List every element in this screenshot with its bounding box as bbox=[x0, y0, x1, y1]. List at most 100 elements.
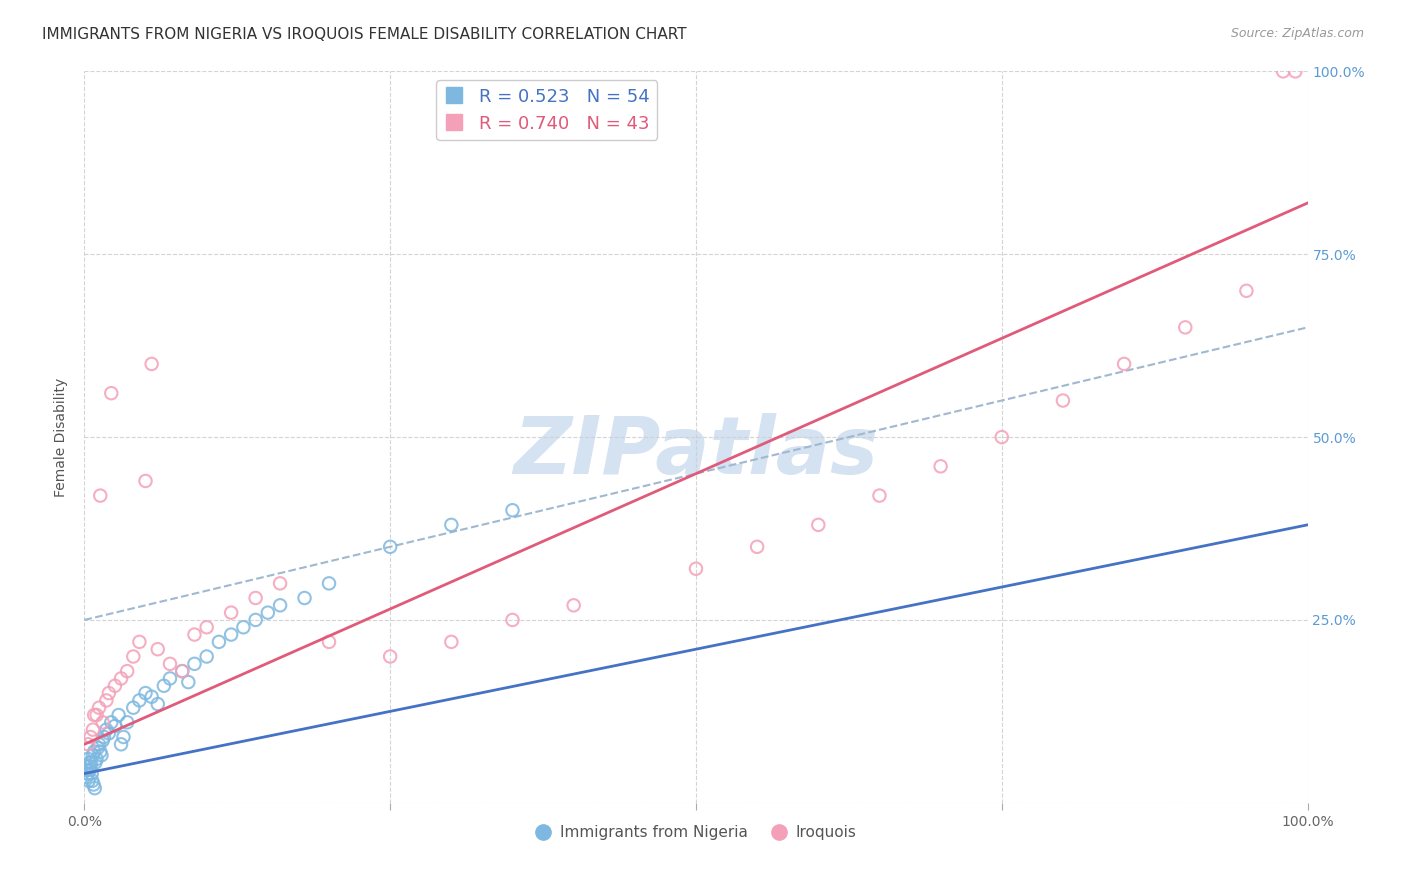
Immigrants from Nigeria bbox=[82, 748, 104, 763]
Immigrants from Nigeria bbox=[440, 517, 463, 532]
Y-axis label: Female Disability: Female Disability bbox=[55, 377, 69, 497]
Iroquois bbox=[97, 686, 120, 700]
Iroquois bbox=[159, 657, 181, 671]
Immigrants from Nigeria bbox=[87, 737, 110, 751]
Iroquois bbox=[82, 723, 104, 737]
Immigrants from Nigeria bbox=[104, 719, 127, 733]
Immigrants from Nigeria bbox=[80, 766, 103, 780]
Iroquois bbox=[440, 635, 463, 649]
Immigrants from Nigeria bbox=[91, 733, 114, 747]
Immigrants from Nigeria bbox=[80, 756, 103, 770]
Iroquois bbox=[1284, 64, 1306, 78]
Iroquois bbox=[172, 664, 194, 678]
Iroquois bbox=[122, 649, 145, 664]
Iroquois bbox=[115, 664, 138, 678]
Immigrants from Nigeria bbox=[97, 726, 120, 740]
Immigrants from Nigeria bbox=[96, 723, 118, 737]
Immigrants from Nigeria bbox=[502, 503, 524, 517]
Immigrants from Nigeria bbox=[76, 766, 98, 780]
Iroquois bbox=[86, 708, 108, 723]
Iroquois bbox=[91, 715, 114, 730]
Immigrants from Nigeria bbox=[83, 745, 105, 759]
Iroquois bbox=[1174, 320, 1197, 334]
Iroquois bbox=[1052, 393, 1074, 408]
Iroquois bbox=[380, 649, 402, 664]
Immigrants from Nigeria bbox=[380, 540, 402, 554]
Immigrants from Nigeria bbox=[86, 752, 108, 766]
Iroquois bbox=[929, 459, 952, 474]
Iroquois bbox=[562, 599, 585, 613]
Immigrants from Nigeria bbox=[122, 700, 145, 714]
Iroquois bbox=[269, 576, 291, 591]
Iroquois bbox=[807, 517, 830, 532]
Immigrants from Nigeria bbox=[83, 778, 105, 792]
Immigrants from Nigeria bbox=[146, 697, 169, 711]
Immigrants from Nigeria bbox=[112, 730, 135, 744]
Iroquois bbox=[1236, 284, 1258, 298]
Immigrants from Nigeria bbox=[100, 715, 122, 730]
Immigrants from Nigeria bbox=[77, 752, 100, 766]
Iroquois bbox=[991, 430, 1014, 444]
Iroquois bbox=[128, 635, 150, 649]
Immigrants from Nigeria bbox=[93, 730, 115, 744]
Iroquois bbox=[83, 708, 105, 723]
Iroquois bbox=[100, 386, 122, 401]
Immigrants from Nigeria bbox=[75, 770, 97, 784]
Immigrants from Nigeria bbox=[77, 756, 100, 770]
Immigrants from Nigeria bbox=[107, 708, 129, 723]
Iroquois bbox=[219, 606, 242, 620]
Immigrants from Nigeria bbox=[153, 679, 176, 693]
Immigrants from Nigeria bbox=[89, 745, 111, 759]
Iroquois bbox=[135, 474, 157, 488]
Immigrants from Nigeria bbox=[177, 675, 200, 690]
Immigrants from Nigeria bbox=[115, 715, 138, 730]
Iroquois bbox=[685, 562, 707, 576]
Immigrants from Nigeria bbox=[245, 613, 267, 627]
Iroquois bbox=[502, 613, 524, 627]
Iroquois bbox=[87, 700, 110, 714]
Immigrants from Nigeria bbox=[183, 657, 205, 671]
Immigrants from Nigeria bbox=[257, 606, 280, 620]
Iroquois bbox=[1114, 357, 1136, 371]
Iroquois bbox=[104, 679, 127, 693]
Immigrants from Nigeria bbox=[219, 627, 242, 641]
Immigrants from Nigeria bbox=[84, 756, 107, 770]
Immigrants from Nigeria bbox=[141, 690, 163, 704]
Immigrants from Nigeria bbox=[208, 635, 231, 649]
Text: Source: ZipAtlas.com: Source: ZipAtlas.com bbox=[1230, 27, 1364, 40]
Text: IMMIGRANTS FROM NIGERIA VS IROQUOIS FEMALE DISABILITY CORRELATION CHART: IMMIGRANTS FROM NIGERIA VS IROQUOIS FEMA… bbox=[42, 27, 686, 42]
Iroquois bbox=[141, 357, 163, 371]
Immigrants from Nigeria bbox=[87, 740, 110, 755]
Iroquois bbox=[146, 642, 169, 657]
Iroquois bbox=[245, 591, 267, 605]
Iroquois bbox=[79, 730, 101, 744]
Immigrants from Nigeria bbox=[79, 759, 101, 773]
Iroquois bbox=[110, 672, 132, 686]
Iroquois bbox=[89, 489, 111, 503]
Immigrants from Nigeria bbox=[318, 576, 340, 591]
Immigrants from Nigeria bbox=[77, 773, 100, 788]
Immigrants from Nigeria bbox=[172, 664, 194, 678]
Immigrants from Nigeria bbox=[159, 672, 181, 686]
Immigrants from Nigeria bbox=[135, 686, 157, 700]
Iroquois bbox=[1272, 64, 1295, 78]
Iroquois bbox=[183, 627, 205, 641]
Immigrants from Nigeria bbox=[128, 693, 150, 707]
Immigrants from Nigeria bbox=[294, 591, 316, 605]
Immigrants from Nigeria bbox=[83, 781, 105, 796]
Immigrants from Nigeria bbox=[195, 649, 218, 664]
Iroquois bbox=[318, 635, 340, 649]
Immigrants from Nigeria bbox=[79, 763, 101, 777]
Iroquois bbox=[77, 737, 100, 751]
Iroquois bbox=[195, 620, 218, 634]
Legend: Immigrants from Nigeria, Iroquois: Immigrants from Nigeria, Iroquois bbox=[530, 819, 862, 847]
Iroquois bbox=[96, 693, 118, 707]
Iroquois bbox=[747, 540, 769, 554]
Immigrants from Nigeria bbox=[90, 748, 112, 763]
Iroquois bbox=[869, 489, 891, 503]
Text: ZIPatlas: ZIPatlas bbox=[513, 413, 879, 491]
Immigrants from Nigeria bbox=[76, 763, 98, 777]
Immigrants from Nigeria bbox=[82, 773, 104, 788]
Immigrants from Nigeria bbox=[75, 759, 97, 773]
Immigrants from Nigeria bbox=[269, 599, 291, 613]
